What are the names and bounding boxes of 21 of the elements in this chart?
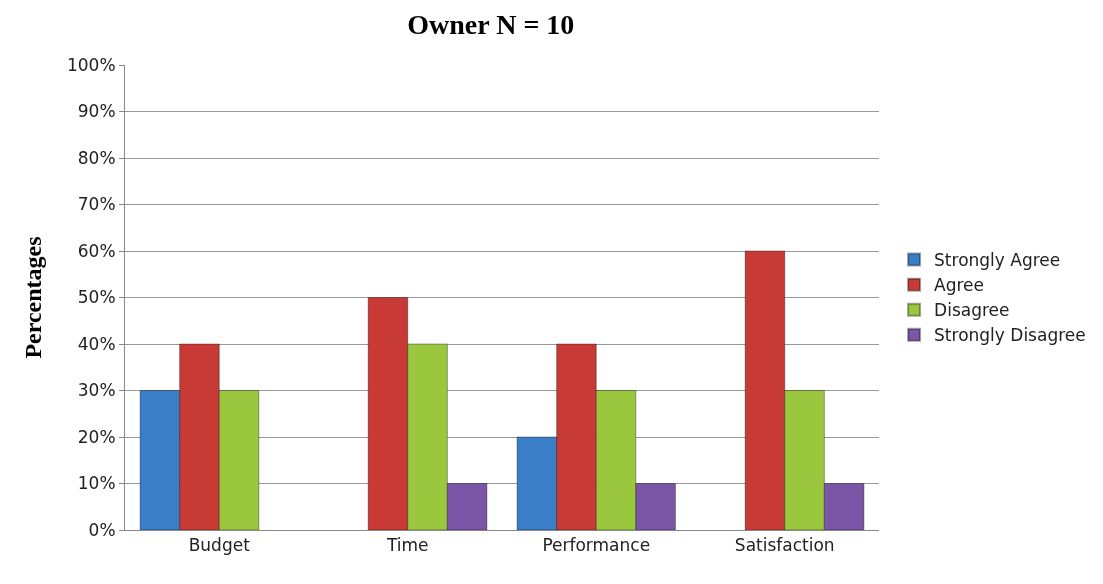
y-tick-label: 20% (77, 426, 116, 447)
legend-label: Agree (934, 275, 985, 296)
y-tick-label: 10% (77, 473, 116, 494)
x-tick-label: Time (385, 535, 429, 556)
y-tick-label: 40% (77, 333, 116, 354)
x-tick-label: Performance (542, 535, 651, 556)
x-tick-label: Satisfaction (734, 535, 835, 556)
chart-title: Owner N = 10 (407, 9, 575, 41)
y-tick-label: 100% (66, 54, 116, 75)
y-tick-label: 0% (88, 519, 116, 540)
legend-label: Disagree (934, 300, 1010, 321)
y-tick-label: 90% (77, 101, 116, 122)
y-tick-label: 60% (77, 240, 116, 261)
x-tick-label: Budget (188, 535, 251, 556)
y-tick-label: 30% (77, 380, 116, 401)
legend-label: Strongly Agree (934, 250, 1061, 271)
y-tick-label: 70% (77, 194, 116, 215)
y-tick-label: 80% (77, 147, 116, 168)
y-axis-title: Percentages (20, 236, 47, 359)
y-tick-label: 50% (77, 287, 116, 308)
legend-label: Strongly Disagree (934, 325, 1086, 346)
